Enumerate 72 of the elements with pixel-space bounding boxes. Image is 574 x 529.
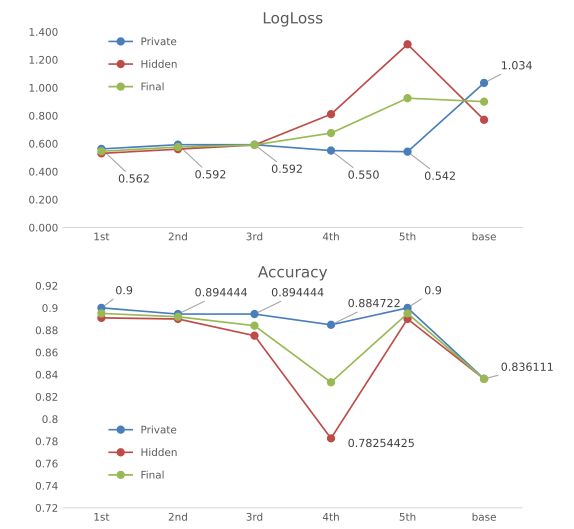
y-tick-label: 1.400 [30, 28, 58, 36]
y-tick-label: 0.74 [36, 482, 58, 490]
x-tick-label: 5th [400, 232, 416, 240]
point [326, 434, 336, 443]
legend-label: Hidden [142, 60, 177, 68]
data-label: 0.884722 [348, 298, 400, 308]
point [403, 148, 412, 156]
point [326, 320, 336, 330]
y-tick-label: 0.84 [36, 370, 58, 379]
chart-title: LogLoss [264, 12, 322, 27]
data-label: 0.542 [424, 172, 455, 180]
point [403, 94, 412, 102]
point [326, 146, 336, 155]
data-label: 0.9 [116, 286, 132, 294]
point [174, 312, 182, 321]
data-label: 0.836111 [501, 362, 553, 371]
y-tick-label: 0.72 [36, 504, 58, 512]
point [97, 147, 106, 156]
x-tick-label: 1st [94, 513, 110, 521]
x-tick-label: 3rd [246, 512, 262, 521]
x-tick-label: 2nd [168, 512, 187, 521]
point [403, 40, 412, 48]
point [250, 331, 259, 340]
data-label: 0.78254425 [348, 438, 414, 448]
point [174, 142, 182, 152]
point [326, 378, 336, 386]
data-label: 0.550 [348, 170, 379, 179]
x-tick-label: base [472, 232, 496, 240]
legend-label: Private [142, 37, 176, 46]
y-tick-label: 0.78 [36, 437, 58, 446]
legend-label: Final [142, 470, 164, 479]
x-tick-label: 3rd [246, 232, 262, 240]
point [97, 309, 106, 318]
x-tick-label: 4th [322, 232, 339, 240]
legend-label: Hidden [142, 448, 177, 456]
data-label: 1.034 [502, 61, 532, 70]
y-tick-label: 0.8 [42, 415, 58, 424]
legend-label: Final [142, 82, 164, 90]
y-tick-label: 0.200 [29, 196, 58, 204]
y-tick-label: 1.200 [30, 56, 58, 64]
y-tick-label: 0.82 [36, 392, 58, 401]
x-tick-label: 2nd [168, 232, 187, 240]
data-label: 0.592 [195, 170, 226, 178]
y-tick-label: 1.000 [30, 84, 58, 92]
x-tick-label: 5th [400, 512, 416, 521]
x-tick-label: base [472, 512, 496, 521]
data-label: 0.562 [118, 174, 149, 183]
y-tick-label: 0.800 [29, 112, 58, 120]
x-tick-label: 1st [94, 232, 110, 240]
point [250, 310, 259, 318]
point [480, 116, 488, 124]
y-tick-label: 0.88 [36, 326, 58, 334]
legend-label: Private [142, 425, 176, 434]
point [480, 78, 488, 88]
point [403, 309, 412, 318]
chart-title: Accuracy [258, 266, 328, 281]
y-tick-label: 0.86 [36, 348, 58, 356]
point [480, 97, 488, 106]
data-label: 0.894444 [195, 288, 247, 296]
y-tick-label: 0.000 [29, 224, 58, 232]
point [250, 321, 259, 330]
y-tick-label: 0.92 [36, 282, 58, 290]
x-tick-label: 4th [322, 512, 339, 521]
point [326, 128, 336, 138]
y-tick-label: 0.600 [29, 140, 58, 148]
data-label: 0.894444 [272, 288, 324, 296]
y-tick-label: 0.76 [36, 460, 58, 468]
point [326, 110, 336, 118]
y-tick-label: 0.9 [42, 304, 58, 312]
data-label: 0.9 [424, 286, 442, 294]
data-label: 0.592 [272, 164, 302, 173]
y-tick-label: 0.400 [29, 168, 58, 176]
